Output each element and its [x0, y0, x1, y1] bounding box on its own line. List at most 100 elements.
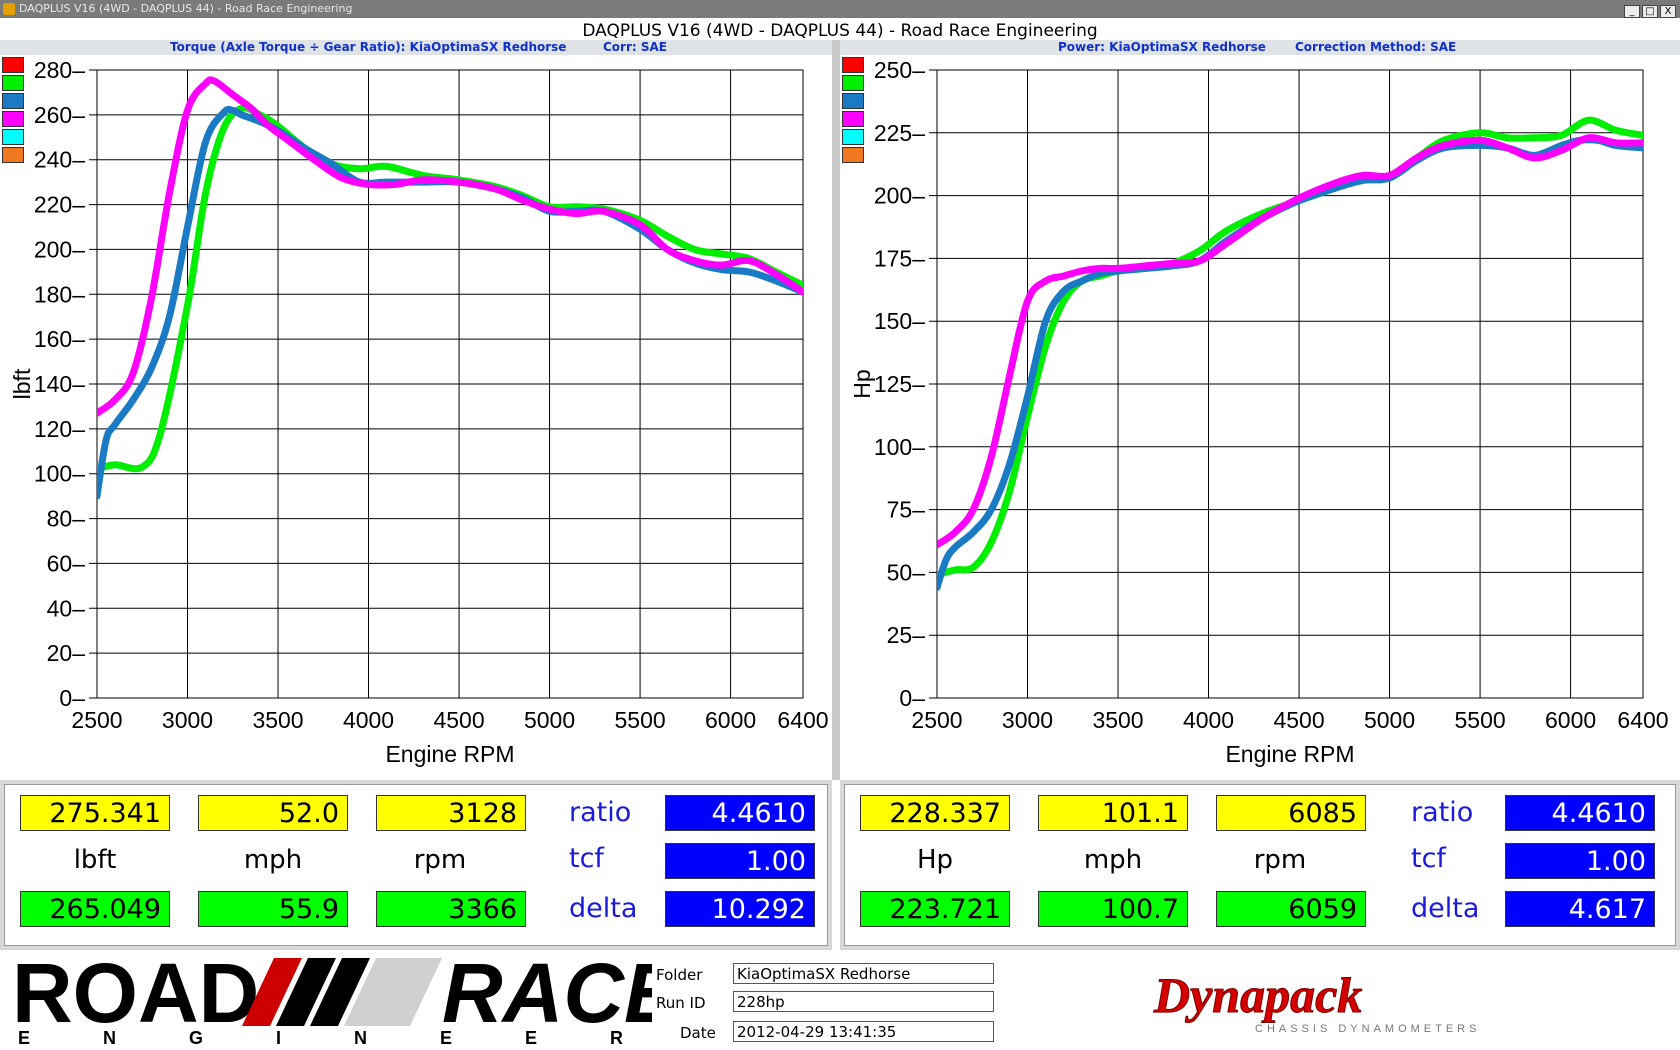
cursor1-mph: 101.1	[1038, 795, 1188, 831]
power-panel: Power: KiaOptimaSX Redhorse Correction M…	[840, 40, 1680, 780]
tcf-value: 1.00	[1505, 843, 1655, 879]
cursor2-power: 223.721	[860, 891, 1010, 927]
y-tick-label: 75–	[887, 497, 926, 523]
minimize-button[interactable]: _	[1624, 5, 1640, 18]
x-tick-label: 6400	[1617, 707, 1668, 733]
folder-field[interactable]: KiaOptimaSX Redhorse	[733, 963, 994, 984]
ratio-value: 4.4610	[665, 795, 815, 831]
main-title: DAQPLUS V16 (4WD - DAQPLUS 44) - Road Ra…	[0, 18, 1680, 40]
run-swatch[interactable]	[2, 75, 24, 91]
y-tick-label: 220–	[34, 192, 85, 218]
run-swatch[interactable]	[2, 111, 24, 127]
torque-chart: 2500 3000 3500 4000 4500 5000 5500 6000 6400 0– 20…	[9, 57, 829, 767]
run-swatch[interactable]	[842, 75, 864, 91]
y-tick-label: 250–	[874, 57, 925, 83]
logo-engineering-text: E N G I N E E R I N G	[18, 1028, 652, 1046]
x-tick-label: 4000	[1183, 707, 1234, 733]
window-controls: _ □ X	[1622, 2, 1676, 18]
y-tick-label: 120–	[34, 416, 85, 442]
x-axis-label: Engine RPM	[385, 741, 514, 767]
power-corr: Correction Method: SAE	[1295, 40, 1457, 54]
run-swatch[interactable]	[842, 57, 864, 73]
x-tick-label: 3000	[162, 707, 213, 733]
x-tick-label: 5000	[1364, 707, 1415, 733]
cursor2-mph: 100.7	[1038, 891, 1188, 927]
x-tick-label: 3500	[1092, 707, 1143, 733]
run-swatch[interactable]	[842, 93, 864, 109]
y-tick-label: 150–	[874, 308, 925, 334]
y-tick-label: 140–	[34, 371, 85, 397]
label-tcf: tcf	[569, 843, 604, 874]
torque-subtitle: Torque (Axle Torque ÷ Gear Ratio): KiaOp…	[170, 40, 567, 54]
label-delta: delta	[569, 893, 638, 924]
y-tick-label: 180–	[34, 281, 85, 307]
power-subtitle-bar: Power: KiaOptimaSX Redhorse Correction M…	[840, 40, 1680, 55]
date-label: Date	[680, 1024, 716, 1042]
panel-divider	[832, 40, 840, 780]
x-tick-label: 3000	[1002, 707, 1053, 733]
tcf-value: 1.00	[665, 843, 815, 879]
series-line-0	[97, 104, 803, 473]
torque-panel: Torque (Axle Torque ÷ Gear Ratio): KiaOp…	[0, 40, 832, 780]
run-swatch[interactable]	[842, 129, 864, 145]
torque-corr: Corr: SAE	[603, 40, 667, 54]
series-line-0	[937, 116, 1643, 579]
label-ratio: ratio	[1411, 797, 1474, 828]
run-swatch[interactable]	[842, 147, 864, 163]
y-tick-label: 260–	[34, 102, 85, 128]
torque-run-swatches	[2, 57, 24, 165]
delta-value: 10.292	[665, 891, 815, 927]
label-ratio: ratio	[569, 797, 632, 828]
y-tick-label: 25–	[887, 622, 926, 648]
y-axis-label: lbft	[9, 368, 35, 399]
delta-value: 4.617	[1505, 891, 1655, 927]
run-swatch[interactable]	[2, 129, 24, 145]
y-tick-label: 100–	[34, 461, 85, 487]
y-tick-label: 200–	[34, 236, 85, 262]
x-tick-label: 6000	[705, 707, 756, 733]
unit-rpm: rpm	[1253, 845, 1307, 875]
run-swatch[interactable]	[842, 111, 864, 127]
run-swatch[interactable]	[2, 93, 24, 109]
run-swatch[interactable]	[2, 57, 24, 73]
close-button[interactable]: X	[1660, 5, 1676, 18]
cursor2-mph: 55.9	[198, 891, 348, 927]
ratio-value: 4.4610	[1505, 795, 1655, 831]
unit-mph: mph	[243, 845, 303, 875]
date-field[interactable]: 2012-04-29 13:41:35	[733, 1021, 994, 1042]
logo-stripes	[242, 958, 442, 1026]
dynapack-logo: Dynapack CHASSIS DYNAMOMETERS	[1153, 967, 1477, 1036]
runid-field[interactable]: 228hp	[733, 991, 994, 1012]
cursor1-rpm: 3128	[376, 795, 526, 831]
unit-rpm: rpm	[413, 845, 467, 875]
unit-hp: Hp	[916, 845, 954, 875]
y-tick-label: 50–	[887, 559, 926, 585]
y-tick-label: 225–	[874, 120, 925, 146]
series-line-2	[97, 76, 803, 417]
grid	[89, 69, 804, 699]
y-tick-label: 0–	[899, 685, 925, 711]
y-tick-label: 160–	[34, 326, 85, 352]
y-tick-label: 100–	[874, 434, 925, 460]
run-swatch[interactable]	[2, 147, 24, 163]
plot-frame	[96, 69, 804, 699]
cursor2-rpm: 3366	[376, 891, 526, 927]
y-tick-label: 175–	[874, 245, 925, 271]
x-tick-label: 5500	[1454, 707, 1505, 733]
app-icon	[3, 3, 15, 15]
label-delta: delta	[1411, 893, 1480, 924]
restore-button[interactable]: □	[1642, 5, 1658, 18]
dynapack-text: Dynapack	[1153, 967, 1362, 1023]
y-tick-label: 0–	[59, 685, 85, 711]
x-tick-label: 5500	[614, 707, 665, 733]
x-tick-label: 5000	[524, 707, 575, 733]
runid-label: Run ID	[656, 994, 706, 1012]
torque-subtitle-bar: Torque (Axle Torque ÷ Gear Ratio): KiaOp…	[0, 40, 832, 55]
x-tick-label: 2500	[71, 707, 122, 733]
cursor1-power: 228.337	[860, 795, 1010, 831]
power-chart: 2500 3000 3500 4000 4500 5000 5500 6000 6400 0– 25…	[849, 57, 1669, 767]
x-tick-label: 4500	[433, 707, 484, 733]
